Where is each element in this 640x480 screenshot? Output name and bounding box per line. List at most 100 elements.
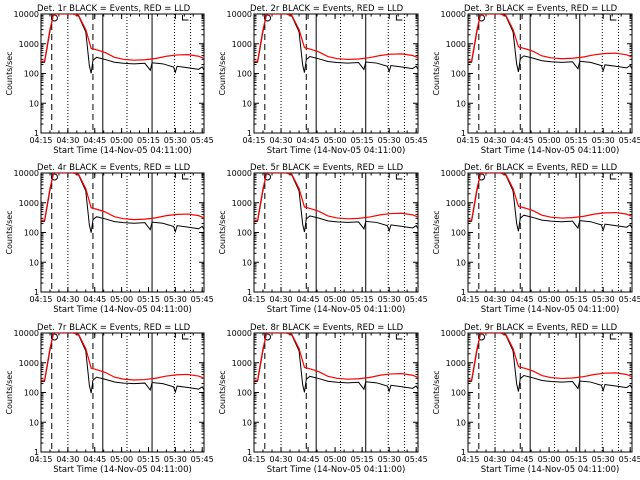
- x-tick-label: 04:15: [242, 136, 265, 145]
- peak-marker: [264, 333, 272, 341]
- y-tick-label: 100: [237, 229, 252, 238]
- y-tick-label: 10: [456, 99, 466, 108]
- panel-title: Det. 2r BLACK = Events, RED = LLD: [250, 4, 404, 14]
- x-tick-label: 05:00: [324, 295, 347, 304]
- plot-frame: [40, 332, 205, 453]
- x-tick-label: 04:15: [456, 136, 479, 145]
- bracket-marker: [182, 334, 189, 340]
- x-tick-label: 05:00: [538, 136, 561, 145]
- y-tick-label: 1000: [232, 199, 252, 208]
- x-tick-label: 04:45: [511, 455, 534, 464]
- x-tick-label: 05:30: [592, 136, 615, 145]
- y-tick-label: 10: [242, 418, 252, 427]
- x-tick-label: 05:15: [565, 136, 588, 145]
- chart-panel-5: 1 10 100 1000 10000 04:15 04:30 04:45 05:00 05:15…: [218, 163, 428, 315]
- x-axis-label: Start Time (14-Nov-05 04:11:00): [53, 465, 192, 475]
- panel-title: Det. 7r BLACK = Events, RED = LLD: [37, 323, 191, 333]
- y-tick-label: 10000: [14, 329, 39, 338]
- x-tick-label: 04:45: [511, 295, 534, 304]
- bracket-marker: [395, 174, 403, 180]
- peak-marker: [478, 173, 486, 181]
- y-axis-label: Counts/sec: [5, 51, 14, 95]
- x-tick-label: 04:45: [83, 295, 106, 304]
- x-axis-label: Start Time (14-Nov-05 04:11:00): [481, 146, 620, 156]
- x-tick-label: 05:15: [351, 295, 374, 304]
- y-axis-label: Counts/sec: [218, 210, 227, 254]
- x-axis-label: Start Time (14-Nov-05 04:11:00): [53, 146, 192, 156]
- y-tick-label: 100: [451, 229, 466, 238]
- y-tick-label: 10: [29, 99, 39, 108]
- y-tick-label: 100: [24, 389, 39, 398]
- series-events-line: [468, 333, 632, 393]
- bracket-marker: [609, 334, 617, 340]
- bracket-marker: [182, 174, 189, 180]
- x-tick-label: 04:15: [456, 295, 479, 304]
- y-tick-label: 1: [34, 129, 39, 138]
- series-lld-line: [41, 333, 204, 382]
- y-tick-label: 10: [29, 258, 39, 267]
- x-tick-label: 05:15: [565, 455, 588, 464]
- y-tick-label: 10: [242, 99, 252, 108]
- peak-marker: [264, 14, 272, 22]
- y-tick-label: 10000: [441, 329, 466, 338]
- x-tick-label: 05:30: [164, 295, 187, 304]
- y-tick-label: 1000: [232, 40, 252, 49]
- x-tick-label: 05:30: [378, 136, 401, 145]
- y-tick-label: 10000: [14, 169, 39, 178]
- y-tick-label: 1: [247, 129, 252, 138]
- plot-frame: [467, 332, 633, 453]
- y-tick-label: 10: [456, 258, 466, 267]
- chart-panel-1: 1 10 100 1000 10000 04:15 04:30 04:45 05:00 05:15…: [5, 4, 214, 156]
- x-tick-label: 05:00: [324, 455, 347, 464]
- x-tick-label: 05:45: [405, 455, 428, 464]
- plot-frame: [467, 13, 633, 134]
- y-tick-label: 1000: [446, 199, 466, 208]
- y-tick-label: 1000: [446, 40, 466, 49]
- y-tick-label: 1000: [19, 359, 39, 368]
- x-tick-label: 05:30: [164, 136, 187, 145]
- y-tick-label: 100: [237, 70, 252, 79]
- x-tick-label: 04:30: [484, 295, 507, 304]
- peak-marker: [50, 333, 58, 341]
- x-tick-label: 04:15: [242, 455, 265, 464]
- series-lld-line: [468, 173, 632, 222]
- x-tick-label: 05:15: [137, 295, 160, 304]
- y-tick-label: 10000: [14, 10, 39, 19]
- y-tick-label: 1: [247, 448, 252, 457]
- x-tick-label: 04:45: [83, 455, 106, 464]
- x-tick-label: 05:30: [592, 295, 615, 304]
- x-tick-label: 05:45: [619, 136, 640, 145]
- x-axis-label: Start Time (14-Nov-05 04:11:00): [267, 146, 406, 156]
- x-axis-label: Start Time (14-Nov-05 04:11:00): [481, 305, 620, 315]
- y-tick-label: 1: [34, 448, 39, 457]
- y-tick-label: 1000: [446, 359, 466, 368]
- x-tick-label: 05:45: [619, 455, 640, 464]
- x-tick-label: 05:00: [324, 136, 347, 145]
- y-tick-label: 10000: [227, 10, 252, 19]
- x-tick-label: 05:00: [538, 455, 561, 464]
- x-tick-label: 04:30: [56, 455, 79, 464]
- bracket-marker: [395, 334, 403, 340]
- plot-frame: [253, 332, 419, 453]
- chart-panel-2: 1 10 100 1000 10000 04:15 04:30 04:45 05:00 05:15…: [218, 4, 428, 156]
- bracket-marker: [182, 15, 189, 21]
- x-tick-label: 05:00: [110, 455, 133, 464]
- series-lld-line: [468, 14, 632, 63]
- y-tick-label: 10000: [441, 169, 466, 178]
- x-tick-label: 04:15: [29, 295, 52, 304]
- y-tick-label: 1000: [19, 40, 39, 49]
- x-tick-label: 05:45: [191, 455, 214, 464]
- x-tick-label: 04:45: [297, 136, 320, 145]
- x-tick-label: 05:15: [137, 455, 160, 464]
- x-tick-label: 04:45: [511, 136, 534, 145]
- x-tick-label: 05:15: [565, 295, 588, 304]
- x-tick-label: 05:15: [351, 136, 374, 145]
- x-tick-label: 05:15: [137, 136, 160, 145]
- x-axis-label: Start Time (14-Nov-05 04:11:00): [267, 305, 406, 315]
- x-tick-label: 04:30: [484, 455, 507, 464]
- x-tick-label: 04:15: [242, 295, 265, 304]
- x-axis-label: Start Time (14-Nov-05 04:11:00): [53, 305, 192, 315]
- y-axis-label: Counts/sec: [218, 370, 227, 414]
- y-tick-label: 10000: [441, 10, 466, 19]
- chart-panel-9: 1 10 100 1000 10000 04:15 04:30 04:45 05:00 05:15…: [432, 323, 640, 475]
